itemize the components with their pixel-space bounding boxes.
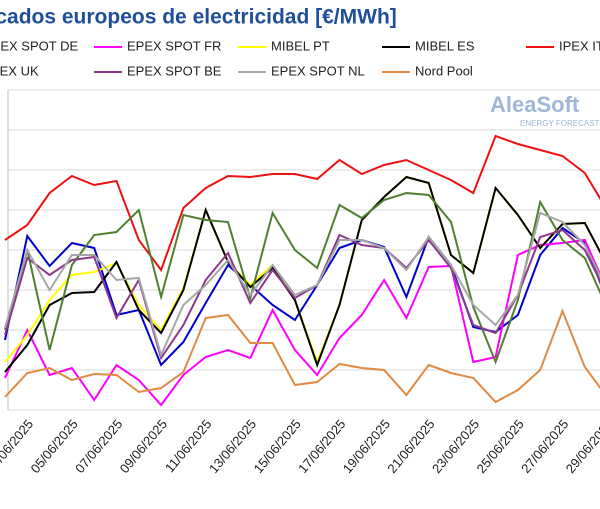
watermark-sub: ENERGY FORECASTING [520, 119, 600, 128]
series-line [4, 191, 600, 365]
series-line [4, 238, 600, 407]
series-line [4, 175, 600, 365]
chart-title: Mercados europeos de electricidad [€/MWh… [0, 6, 397, 29]
series-line [4, 228, 600, 361]
series-line [4, 226, 600, 367]
watermark: AleaSoft [490, 92, 580, 117]
x-tick-label: 09/06/2025 [117, 416, 170, 475]
series-line [4, 175, 600, 373]
legend-label: EPEX SPOT NL [271, 63, 365, 78]
series-line [4, 134, 600, 273]
legend-label: EPEX SPOT BE [127, 63, 222, 78]
legend-label: EPEX SPOT DE [0, 38, 78, 53]
series-line [4, 308, 600, 404]
legend-label: EPEX SPOT FR [127, 38, 221, 53]
series-line [4, 211, 600, 358]
legend-label: IPEX IT [559, 38, 600, 53]
legend-label: Nord Pool [415, 63, 473, 78]
legend-label: N2EX UK [0, 63, 39, 78]
legend-label: MIBEL PT [271, 38, 330, 53]
legend-label: MIBEL ES [415, 38, 475, 53]
